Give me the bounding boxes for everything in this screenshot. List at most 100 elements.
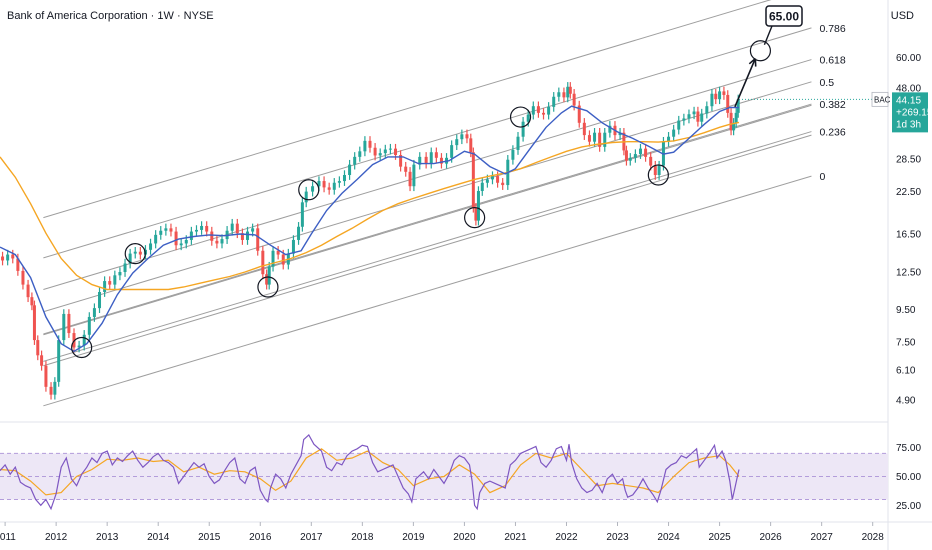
candle-body-29 <box>133 251 137 254</box>
candle-body-84 <box>408 171 412 187</box>
candle-body-64 <box>304 191 308 203</box>
candle-body-130 <box>624 150 628 161</box>
candle-body-145 <box>696 111 700 122</box>
candle-body-78 <box>378 153 382 156</box>
candle-body-51 <box>246 231 250 240</box>
y-tick-60.00: 60.00 <box>896 53 921 64</box>
candle-body-55 <box>265 274 269 285</box>
candle-body-16 <box>67 313 71 334</box>
candle-body-65 <box>311 186 315 192</box>
candle-body-114 <box>552 96 556 107</box>
bar-countdown: 1d 3h <box>896 119 921 130</box>
candle-body-18 <box>77 345 81 348</box>
callout-pointer <box>763 25 773 45</box>
x-tick-2012: 2012 <box>45 532 68 543</box>
candle-body-48 <box>230 223 234 231</box>
candle-body-28 <box>128 253 132 264</box>
x-tick-2024: 2024 <box>657 532 680 543</box>
channel-line-0.786 <box>43 27 812 259</box>
candle-body-92 <box>450 145 454 158</box>
candle-body-88 <box>429 152 433 164</box>
candle-body-99 <box>476 190 480 221</box>
candle-body-125 <box>603 132 607 147</box>
currency-label[interactable]: USD <box>890 10 914 22</box>
candle-body-69 <box>332 182 336 190</box>
marker-circle-7 <box>749 40 772 62</box>
price-labels: BAC 44.15+269.15%1d 3h <box>738 91 932 133</box>
last-price-box <box>892 92 928 133</box>
candle-body-12 <box>49 386 53 395</box>
x-tick-2013: 2013 <box>96 532 119 543</box>
candle-body-2 <box>6 254 10 261</box>
candle-body-1 <box>1 256 5 261</box>
candle-body-106 <box>511 149 515 160</box>
channel-line-0.618 <box>43 59 812 291</box>
candle-body-72 <box>348 164 352 176</box>
candle-body-133 <box>638 148 642 155</box>
x-tick-2019: 2019 <box>402 532 425 543</box>
candle-body-124 <box>598 132 602 147</box>
y-tick-7.50: 7.50 <box>896 337 916 348</box>
ma-slow-line <box>0 121 740 291</box>
candle-body-147 <box>705 106 709 114</box>
candle-body-61 <box>291 239 295 254</box>
x-tick-2011: 2011 <box>0 532 16 543</box>
candle-body-30 <box>138 251 142 255</box>
marker-circle-3 <box>298 179 320 201</box>
candle-body-46 <box>220 239 224 244</box>
target-arrow-head <box>748 57 757 67</box>
target-arrow <box>734 58 757 108</box>
candle-body-24 <box>108 281 112 285</box>
candle-body-26 <box>118 272 122 276</box>
x-tick-2016: 2016 <box>249 532 272 543</box>
price-change: +269.15% <box>896 107 932 118</box>
fib-label-0.382: 0.382 <box>819 99 845 111</box>
candle-body-8 <box>32 305 36 341</box>
marker-circle-0 <box>71 336 93 359</box>
candle-body-118 <box>568 86 572 94</box>
x-tick-2023: 2023 <box>606 532 629 543</box>
candle-body-139 <box>667 136 671 142</box>
candle-body-148 <box>710 93 714 107</box>
candle-body-74 <box>358 151 362 157</box>
candle-body-19 <box>82 334 86 346</box>
candle-body-63 <box>300 202 304 227</box>
channel-inner-line-0 <box>43 134 812 367</box>
rsi-tick-75.00: 75.00 <box>896 443 921 454</box>
candle-body-57 <box>271 250 275 267</box>
symbol-tag-bg <box>871 91 889 107</box>
fib-label-0.5: 0.5 <box>819 77 834 89</box>
fib-label-0.236: 0.236 <box>819 127 845 139</box>
rsi-tick-50.00: 50.00 <box>896 472 921 483</box>
candle-body-104 <box>501 182 505 186</box>
candle-body-86 <box>418 156 422 165</box>
y-tick-16.50: 16.50 <box>896 230 921 241</box>
candle-body-87 <box>424 156 428 164</box>
y-tick-6.10: 6.10 <box>896 366 916 377</box>
candle-body-109 <box>526 114 530 122</box>
candle-body-103 <box>496 176 500 183</box>
symbol-tag: BAC <box>874 95 891 104</box>
candle-body-67 <box>322 181 326 188</box>
candle-body-151 <box>722 91 726 95</box>
candle-body-110 <box>531 106 535 115</box>
candle-body-82 <box>399 154 403 167</box>
candle-body-62 <box>297 226 301 240</box>
y-tick-12.50: 12.50 <box>896 268 921 279</box>
candle-body-132 <box>633 154 637 158</box>
candle-body-108 <box>521 121 525 137</box>
x-tick-2015: 2015 <box>198 532 221 543</box>
candle-body-149 <box>714 93 718 100</box>
candle-body-98 <box>474 207 478 221</box>
candle-body-101 <box>485 179 489 183</box>
rsi-tick-25.00: 25.00 <box>896 501 921 512</box>
candle-body-53 <box>256 228 260 251</box>
candle-body-95 <box>465 134 469 139</box>
candle-body-96 <box>469 138 473 153</box>
candle-body-54 <box>261 250 265 275</box>
candle-body-43 <box>205 225 209 232</box>
candle-body-71 <box>342 175 346 182</box>
candle-body-11 <box>44 365 48 387</box>
candle-body-15 <box>62 313 66 341</box>
